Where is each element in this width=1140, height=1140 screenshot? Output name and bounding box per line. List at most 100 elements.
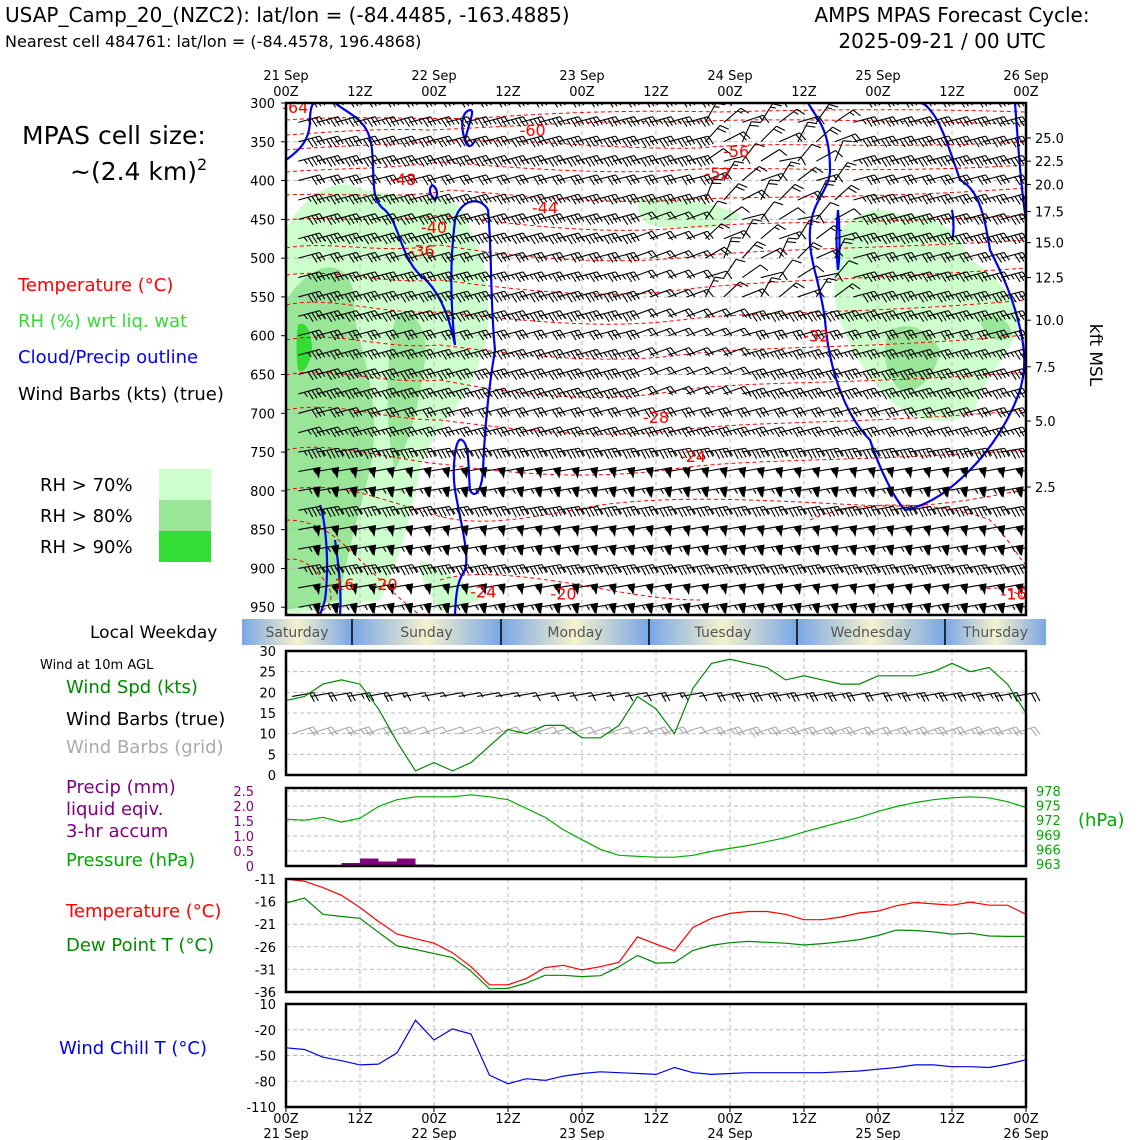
barb-full: [936, 138, 943, 148]
wind-barb: [834, 162, 857, 181]
barb-half: [755, 168, 762, 173]
barb-full: [992, 138, 999, 148]
barb-full: [1041, 448, 1046, 457]
barb-full: [751, 121, 761, 124]
barb-full: [794, 183, 804, 190]
barb-full: [403, 215, 411, 224]
barb-half: [548, 119, 553, 125]
barb-half: [433, 159, 438, 165]
barb-full: [477, 215, 485, 224]
barb-full: [734, 160, 744, 164]
barb-full: [1033, 254, 1038, 263]
barb-full: [699, 137, 707, 147]
barb-staff: [741, 143, 757, 162]
barb-half: [474, 197, 479, 203]
barb-full: [1038, 448, 1043, 457]
barb-full: [496, 118, 503, 127]
barb-full: [496, 196, 503, 205]
wind-barb: [834, 140, 853, 162]
barb-full: [779, 149, 788, 156]
barb-half: [599, 236, 604, 242]
barb-staff: [1019, 174, 1026, 182]
barb-half: [455, 119, 460, 125]
barb-full: [866, 176, 873, 186]
barb-full: [529, 138, 536, 148]
barb-full: [648, 103, 655, 107]
wind-barb: [945, 135, 973, 148]
barb-half: [1006, 159, 1011, 165]
barb-half: [899, 119, 904, 125]
barb-full: [514, 196, 522, 205]
barb-full: [847, 187, 857, 194]
barb-full: [921, 137, 929, 147]
barb-full: [862, 235, 869, 245]
barb-full: [681, 118, 688, 127]
barb-staff: [760, 201, 775, 220]
barb-staff: [815, 103, 826, 104]
wind-barb: [760, 179, 780, 201]
barb-full: [348, 118, 355, 127]
barb-full: [866, 157, 873, 166]
barb-full: [477, 157, 485, 166]
barb-full: [607, 196, 614, 205]
barb-full: [548, 235, 555, 245]
barb-half: [918, 119, 923, 125]
wind-barb: [816, 225, 843, 240]
barb-full: [426, 103, 433, 107]
top-hour-label: 00Z: [569, 85, 595, 100]
barb-full: [381, 158, 388, 167]
barb-full: [662, 176, 670, 186]
barb-full: [853, 208, 862, 216]
barb-full: [817, 91, 824, 100]
barb-full: [311, 234, 318, 244]
barb-full: [496, 176, 503, 186]
barb-full: [366, 234, 374, 244]
cell-size-line2: MPAS cell size:~(2.4 km)2: [70, 155, 207, 186]
barb-full: [850, 184, 860, 191]
barb-full: [455, 158, 462, 167]
barb-half: [858, 159, 863, 165]
barb-full: [825, 80, 834, 86]
barb-half: [377, 236, 382, 242]
barb-half: [562, 159, 567, 165]
barb-full: [326, 138, 333, 148]
barb-full: [574, 103, 581, 107]
barb-full: [625, 157, 633, 166]
barb-full: [940, 176, 947, 186]
top-hour-label: 12Z: [347, 85, 373, 100]
barb-full: [437, 216, 444, 225]
wind-barb: [686, 154, 714, 167]
barb-full: [870, 103, 877, 107]
barb-full: [651, 230, 659, 240]
barb-half: [544, 236, 549, 242]
wind-barb: [372, 193, 400, 205]
barb-full: [640, 158, 647, 167]
barb-half: [326, 197, 331, 203]
barb-full: [366, 137, 374, 147]
wind-barb: [778, 183, 804, 201]
barb-full: [326, 235, 333, 245]
barb-full: [1033, 196, 1038, 205]
barb-half: [400, 119, 405, 125]
wind-barb: [723, 230, 751, 240]
barb-half: [895, 236, 900, 242]
barb-full: [514, 118, 522, 127]
wind-barb: [723, 160, 744, 181]
barb-full: [363, 235, 370, 245]
barb-full: [611, 103, 618, 107]
barb-half: [1029, 352, 1032, 357]
barb-full: [1014, 196, 1021, 205]
barb-full: [684, 232, 692, 241]
barb-half: [788, 164, 795, 167]
barb-full: [588, 137, 596, 147]
wind-barb: [741, 143, 765, 162]
barb-half: [418, 119, 423, 125]
barb-half: [793, 111, 799, 115]
barb-full: [570, 157, 577, 166]
barb-full: [761, 189, 770, 198]
barb-full: [918, 138, 925, 148]
barb-full: [977, 157, 984, 166]
barb-full: [459, 196, 466, 205]
barb-full: [707, 211, 714, 220]
wind-barb: [723, 131, 751, 143]
